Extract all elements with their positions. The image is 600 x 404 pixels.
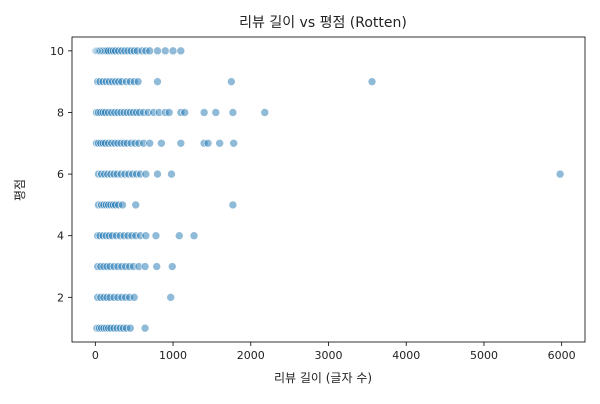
data-point — [228, 108, 238, 117]
data-point — [367, 77, 377, 86]
data-point — [228, 200, 238, 210]
data-point — [131, 200, 141, 210]
data-point — [141, 169, 151, 179]
data-point — [160, 46, 170, 56]
x-tick-label: 1000 — [159, 349, 187, 362]
data-point — [215, 138, 224, 148]
data-point — [260, 108, 270, 117]
x-axis-ticks: 0 1000 2000 3000 4000 5000 6000 — [92, 342, 576, 362]
data-point — [126, 323, 135, 333]
y-tick-label: 8 — [57, 106, 64, 119]
points-layer — [91, 46, 565, 333]
data-point — [229, 138, 238, 148]
x-tick-label: 5000 — [470, 349, 498, 362]
data-point — [174, 231, 184, 241]
data-point — [176, 138, 186, 148]
data-point — [189, 231, 199, 241]
data-point — [145, 138, 155, 148]
x-tick-label: 2000 — [237, 349, 265, 362]
data-point — [151, 231, 161, 241]
data-point — [140, 262, 150, 271]
y-axis-label: 평점 — [13, 179, 27, 201]
x-axis-label: 리뷰 길이 (글자 수) — [274, 371, 372, 385]
y-axis-ticks: 2 4 6 8 10 — [50, 45, 72, 304]
data-point — [199, 108, 209, 117]
data-point — [152, 262, 162, 271]
data-point — [164, 108, 174, 117]
plot-frame — [71, 36, 586, 343]
y-tick-label: 6 — [57, 168, 64, 181]
data-point — [140, 323, 150, 333]
x-tick-label: 4000 — [392, 349, 420, 362]
chart-title: 리뷰 길이 vs 평점 (Rotten) — [239, 15, 407, 31]
data-point — [153, 77, 162, 86]
data-point — [141, 231, 151, 241]
y-tick-label: 4 — [57, 230, 64, 243]
data-point — [153, 169, 162, 179]
data-point — [167, 262, 177, 271]
data-point — [166, 293, 176, 302]
x-tick-label: 0 — [92, 349, 99, 362]
x-tick-label: 6000 — [548, 349, 576, 362]
y-tick-label: 10 — [50, 45, 64, 58]
data-point — [211, 108, 221, 117]
data-point — [153, 46, 162, 56]
x-tick-label: 3000 — [315, 349, 343, 362]
data-point — [157, 138, 166, 148]
data-point — [555, 169, 565, 179]
data-point — [133, 77, 143, 86]
data-point — [129, 293, 139, 302]
data-point — [227, 77, 236, 86]
data-point — [176, 46, 186, 56]
data-point — [203, 138, 213, 148]
data-point — [180, 108, 189, 117]
data-point — [168, 46, 178, 56]
data-point — [167, 169, 176, 179]
y-tick-label: 2 — [57, 291, 64, 304]
data-point — [118, 200, 127, 210]
data-point — [145, 46, 155, 56]
